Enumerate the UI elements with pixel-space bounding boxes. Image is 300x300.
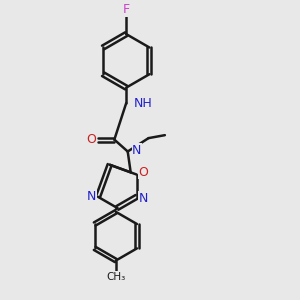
Text: N: N (87, 190, 96, 203)
Text: O: O (138, 166, 148, 179)
Text: O: O (86, 133, 96, 146)
Text: CH₃: CH₃ (106, 272, 125, 282)
Text: N: N (139, 192, 148, 205)
Text: NH: NH (134, 97, 152, 110)
Text: N: N (132, 143, 142, 157)
Text: F: F (123, 3, 130, 16)
